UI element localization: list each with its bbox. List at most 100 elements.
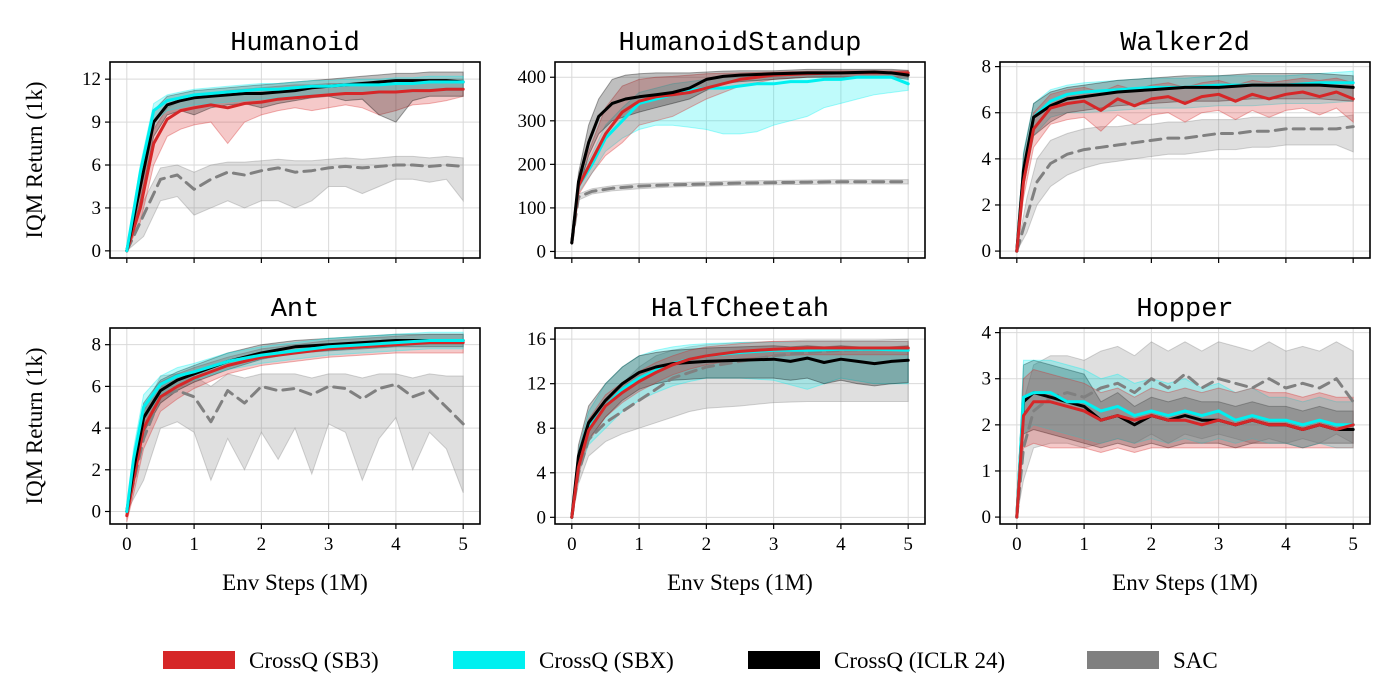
band-sac (1016, 341, 1354, 518)
line-sac (1015, 372, 1355, 519)
x-tick-label: 3 (1214, 534, 1224, 555)
x-tick-label: 3 (324, 534, 334, 555)
band-crossq-iclr-24 (571, 68, 909, 245)
y-tick-label: 8 (92, 335, 102, 356)
y-tick-label: 6 (982, 103, 992, 124)
y-tick-label: 12 (527, 374, 546, 395)
x-tick-label: 5 (1348, 534, 1358, 555)
y-tick-label: 12 (82, 69, 101, 90)
y-tick-label: 4 (537, 463, 547, 484)
y-tick-label: 16 (527, 329, 546, 350)
panel-walker2d: 0 2 4 6 8 Walker2d (982, 29, 1371, 263)
panel-frame (109, 327, 481, 525)
y-axis-label: IQM Return (1k) (22, 347, 47, 504)
legend-item-crossq-iclr-24: CrossQ (ICLR 24) (748, 648, 1005, 673)
panel-title: HumanoidStandup (618, 29, 861, 59)
x-tick-label: 0 (567, 534, 577, 555)
panel-title: Humanoid (230, 29, 360, 59)
line-crossq-sbx (125, 339, 465, 513)
y-tick-label: 8 (982, 57, 992, 78)
x-tick-label: 2 (1147, 534, 1157, 555)
y-tick-label: 0 (537, 241, 547, 262)
y-tick-label: 9 (92, 112, 102, 133)
x-tick-label: 0 (1012, 534, 1022, 555)
legend-item-sac: SAC (1087, 648, 1218, 673)
x-tick-label: 4 (1281, 534, 1291, 555)
line-crossq-iclr-24 (1015, 83, 1355, 253)
plot-area (1015, 341, 1355, 519)
y-tick-label: 400 (518, 67, 547, 88)
legend-item-crossq-sb3: CrossQ (SB3) (163, 648, 379, 673)
band-sac (1016, 114, 1354, 252)
panel-frame (999, 327, 1371, 525)
panel-ant: 0 2 4 6 8 0 1 2 3 4 5 Ant (92, 295, 481, 555)
line-crossq-iclr-24 (570, 356, 910, 519)
line-sac (1015, 125, 1355, 253)
panel-humanoidstandup: 0 100 200 300 400 HumanoidStandup (518, 29, 926, 263)
line-crossq-sb3 (1015, 400, 1355, 519)
x-tick-label: 5 (458, 534, 468, 555)
line-crossq-sbx (570, 75, 910, 245)
x-tick-label: 1 (634, 534, 644, 555)
legend-label: CrossQ (SB3) (249, 648, 379, 673)
y-tick-label: 0 (537, 507, 547, 528)
x-tick-label: 0 (122, 534, 132, 555)
y-tick-label: 2 (92, 460, 102, 481)
band-crossq-sb3 (126, 333, 464, 523)
x-tick-label: 5 (903, 534, 913, 555)
y-tick-label: 6 (92, 376, 102, 397)
panels: 036912Humanoid0100200300400HumanoidStand… (82, 29, 1371, 555)
y-tick-label: 1 (982, 461, 992, 482)
band-sac (571, 338, 909, 518)
legend-label: CrossQ (ICLR 24) (834, 648, 1005, 673)
y-axis-label: IQM Return (1k) (22, 81, 47, 238)
legend-swatch (453, 651, 525, 669)
legend-label: SAC (1173, 648, 1218, 673)
y-tick-label: 4 (92, 418, 102, 439)
y-tick-label: 100 (518, 198, 547, 219)
y-tick-label: 6 (92, 155, 102, 176)
line-sac (570, 180, 910, 245)
x-axis-label: Env Steps (1M) (222, 570, 368, 595)
panel-title: Walker2d (1120, 29, 1250, 59)
panel-title: HalfCheetah (651, 295, 829, 325)
band-crossq-sb3 (1016, 368, 1354, 518)
plot-area (570, 68, 910, 245)
panel-frame (109, 61, 481, 259)
line-crossq-iclr-24 (125, 79, 465, 253)
panel-humanoid: 0 3 6 9 12 Humanoid (82, 29, 481, 263)
band-sac (125, 155, 464, 253)
band-sac (571, 179, 909, 245)
line-crossq-sb3 (125, 341, 465, 518)
panel-hopper: 0 1 2 3 4 0 1 2 3 4 5 Hopper (982, 295, 1371, 555)
x-tick-label: 3 (769, 534, 779, 555)
panel-title: Hopper (1136, 295, 1233, 325)
panel-title: Ant (271, 295, 320, 325)
line-sac (125, 163, 465, 253)
x-tick-label: 2 (702, 534, 712, 555)
legend-swatch (1087, 651, 1159, 669)
legend-swatch (163, 651, 235, 669)
y-tick-label: 2 (982, 415, 992, 436)
x-tick-label: 4 (391, 534, 401, 555)
y-tick-label: 0 (982, 507, 992, 528)
band-crossq-sbx (571, 72, 909, 245)
y-tick-label: 3 (982, 369, 992, 390)
legend-item-crossq-sbx: CrossQ (SBX) (453, 648, 674, 673)
line-crossq-sb3 (570, 346, 910, 519)
band-crossq-sb3 (571, 70, 909, 245)
plot-area (125, 71, 465, 253)
y-tick-label: 300 (518, 111, 547, 132)
y-tick-label: 0 (92, 241, 102, 262)
y-tick-label: 4 (982, 149, 992, 170)
x-tick-label: 1 (189, 534, 199, 555)
x-axis-label: Env Steps (1M) (1112, 570, 1258, 595)
legend-swatch (748, 651, 820, 669)
y-tick-label: 200 (518, 154, 547, 175)
x-tick-label: 2 (257, 534, 267, 555)
legend: CrossQ (SB3) CrossQ (SBX) CrossQ (ICLR 24)… (163, 648, 1218, 673)
line-crossq-sb3 (125, 87, 465, 253)
x-axis-label: Env Steps (1M) (667, 570, 813, 595)
